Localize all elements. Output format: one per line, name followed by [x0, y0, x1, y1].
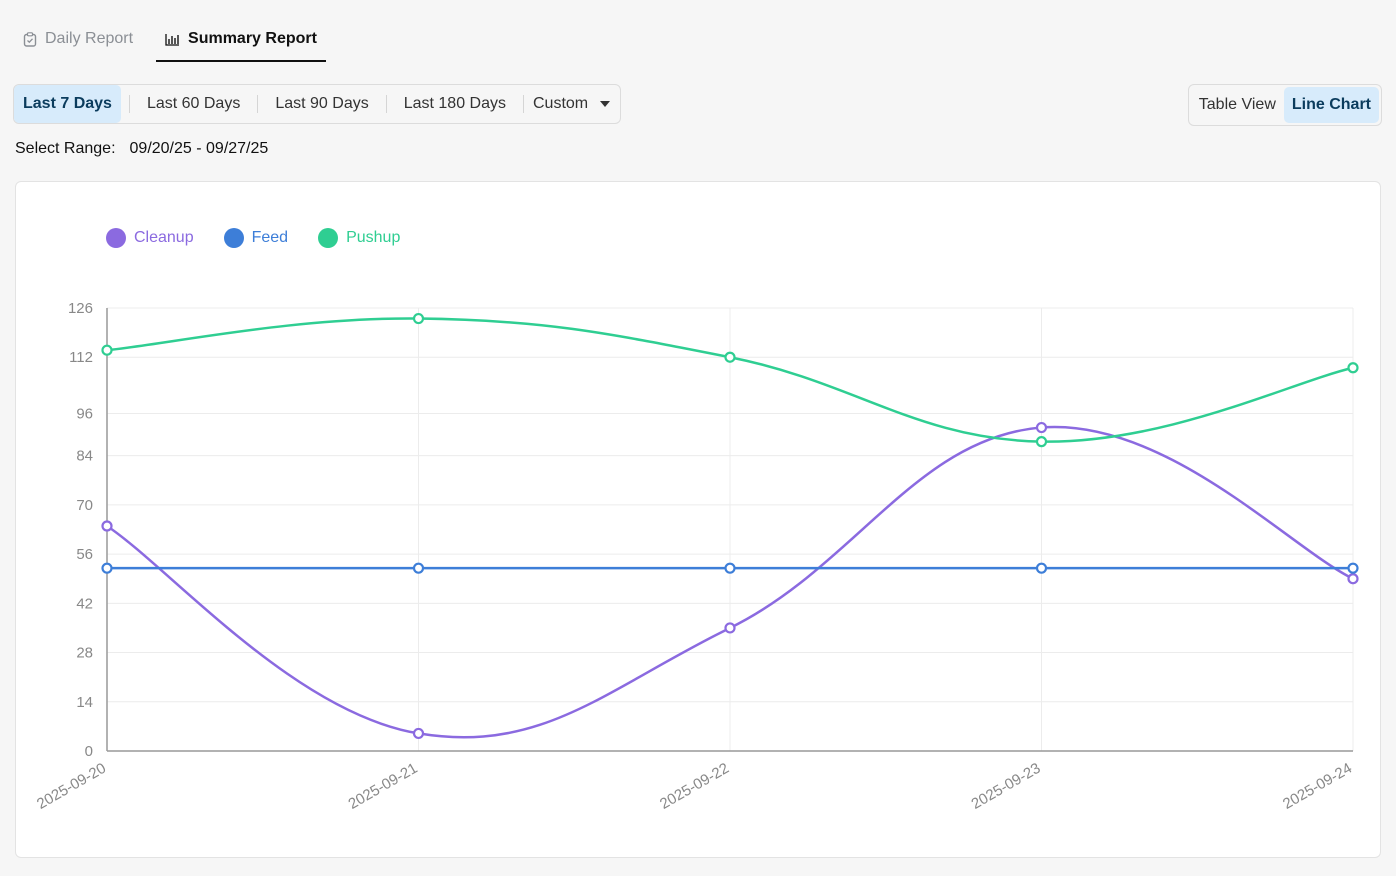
range-last-7-days[interactable]: Last 7 Days — [14, 85, 121, 123]
range-last-180-days[interactable]: Last 180 Days — [395, 85, 515, 123]
legend-item-pushup[interactable]: Pushup — [318, 228, 400, 248]
data-point-feed — [412, 562, 425, 574]
x-tick-label: 2025-09-21 — [346, 760, 421, 813]
data-point-feed — [724, 562, 736, 574]
clipboard-icon — [23, 31, 37, 47]
data-point-pushup — [724, 351, 736, 363]
data-point-feed — [1035, 562, 1048, 574]
y-tick-label: 42 — [76, 595, 93, 612]
y-tick-label: 14 — [76, 694, 93, 711]
divider — [128, 95, 130, 113]
range-label: Last 7 Days — [23, 95, 112, 112]
data-point-feed — [101, 562, 113, 574]
custom-label: Custom — [533, 95, 589, 112]
divider — [523, 95, 524, 113]
y-tick-label: 56 — [76, 546, 93, 563]
x-tick-label: 2025-09-23 — [969, 760, 1044, 813]
legend-swatch-cleanup — [106, 228, 126, 248]
data-point-pushup — [1347, 362, 1359, 374]
data-point-feed — [1347, 562, 1359, 574]
data-point-cleanup — [1035, 421, 1048, 434]
y-tick-label: 28 — [76, 645, 93, 662]
data-point-cleanup — [101, 520, 113, 532]
data-point-pushup — [1035, 436, 1048, 448]
data-point-cleanup — [724, 622, 736, 634]
tab-summary-report-label: Summary Report — [188, 30, 317, 47]
legend-label-pushup: Pushup — [346, 229, 401, 246]
data-point-pushup — [412, 312, 425, 325]
legend-label-cleanup: Cleanup — [134, 229, 194, 246]
chart-card: Cleanup Feed Pushup 0 14 28 42 56 70 84 96 112 12… — [15, 181, 1381, 858]
chart-legend: Cleanup Feed Pushup — [106, 228, 400, 248]
data-point-cleanup — [412, 727, 425, 740]
y-tick-label: 126 — [68, 300, 93, 317]
legend-item-feed[interactable]: Feed — [223, 228, 289, 248]
data-point-cleanup — [1347, 573, 1359, 585]
view-toggle: Table View Line Chart — [1187, 84, 1382, 126]
range-last-60-days[interactable]: Last 60 Days — [138, 85, 249, 123]
tab-daily-report[interactable]: Daily Report — [14, 18, 142, 60]
legend-item-cleanup[interactable]: Cleanup — [106, 228, 194, 248]
range-label: Last 90 Days — [275, 95, 369, 112]
line-chart-button[interactable]: Line Chart — [1283, 87, 1379, 123]
range-label: Last 180 Days — [403, 95, 506, 112]
x-tick-label: 2025-09-22 — [657, 760, 732, 813]
legend-swatch-feed — [223, 228, 244, 248]
select-range-value: 09/20/25 - 09/27/25 — [129, 140, 269, 157]
x-tick-label: 2025-09-24 — [1280, 760, 1355, 813]
table-view-button[interactable]: Table View — [1198, 96, 1276, 113]
y-tick-label: 112 — [69, 349, 93, 366]
data-point-pushup — [101, 344, 113, 356]
range-label: Last 60 Days — [146, 95, 241, 112]
select-range: Select Range: 09/20/25 - 09/27/25 — [15, 140, 268, 158]
date-range-selector: Last 7 Days Last 60 Days Last 90 Days La… — [13, 84, 622, 124]
report-tabs: Daily Report Summary Report — [14, 18, 326, 62]
range-custom-dropdown[interactable]: Custom — [524, 85, 620, 123]
y-tick-label: 84 — [76, 448, 93, 465]
x-tick-label: 2025-09-20 — [34, 760, 109, 813]
y-tick-label: 96 — [76, 405, 93, 422]
range-last-90-days[interactable]: Last 90 Days — [266, 85, 377, 123]
tab-daily-report-label: Daily Report — [45, 30, 134, 47]
line-chart: 0 14 28 42 56 70 84 96 112 126 2025-09-20 2025-09-2… — [34, 300, 1359, 813]
legend-label-feed: Feed — [251, 229, 289, 246]
y-tick-label: 0 — [85, 743, 93, 760]
bar-chart-icon — [165, 33, 180, 46]
tab-summary-report[interactable]: Summary Report — [156, 18, 326, 62]
select-range-label: Select Range: — [15, 140, 116, 157]
caret-down-icon — [600, 101, 611, 107]
y-tick-label: 70 — [76, 497, 93, 514]
divider — [257, 95, 259, 113]
legend-swatch-pushup — [318, 228, 339, 248]
divider — [385, 95, 387, 113]
